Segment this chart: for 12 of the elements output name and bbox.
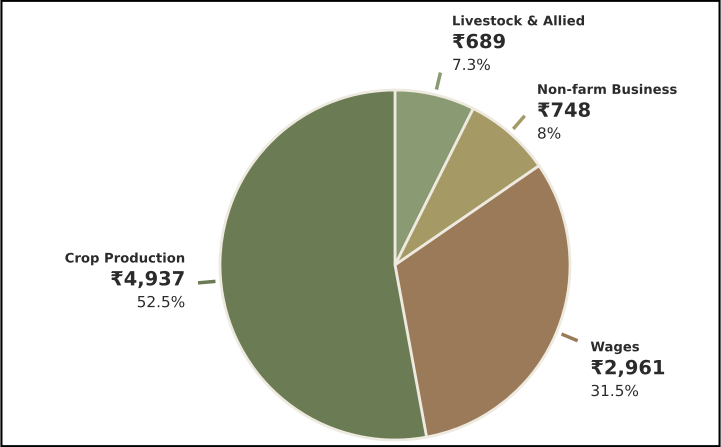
slice-label: Wages [590, 342, 640, 354]
data-label: ₹4,937 [111, 270, 184, 288]
text: 52.5% [138, 296, 184, 308]
data-label: ₹2,961 [591, 360, 664, 377]
data-label: ₹689 [452, 34, 505, 48]
text: 8% [538, 127, 560, 139]
text: 31.5% [592, 384, 638, 396]
slice-label: Crop Production [65, 252, 184, 266]
data-label: ₹748 [538, 102, 590, 117]
slice-label: Non-farm Business [538, 84, 677, 94]
slice-label: Livestock & Allied [453, 15, 584, 26]
text: 7.3% [453, 58, 490, 70]
